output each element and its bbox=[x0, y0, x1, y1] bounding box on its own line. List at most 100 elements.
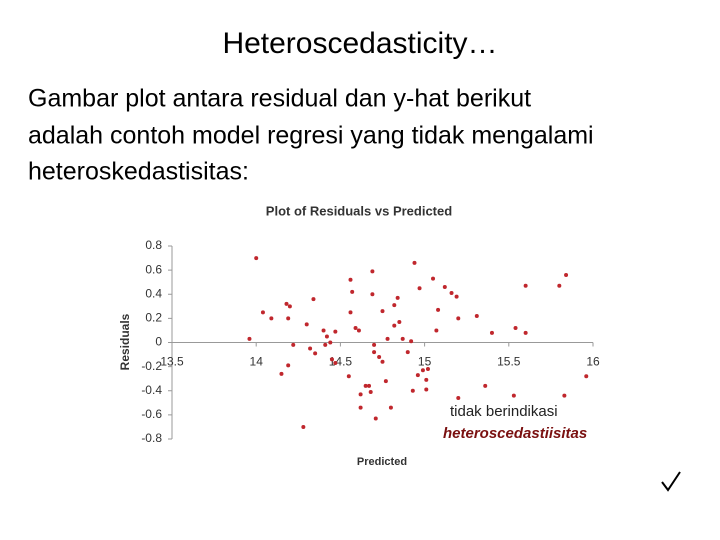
point bbox=[388, 405, 393, 410]
checkmark bbox=[661, 471, 681, 492]
point bbox=[269, 316, 274, 321]
point bbox=[511, 393, 516, 398]
point bbox=[286, 316, 291, 321]
plot: 0.8 0.6 0.4 0.2 0 -0.2 -0.4 -0.6 -0.8 13.5 14 14.5 1… bbox=[141, 238, 600, 445]
point bbox=[474, 313, 479, 318]
point bbox=[523, 330, 528, 335]
point bbox=[346, 374, 351, 379]
point bbox=[584, 374, 589, 379]
point bbox=[489, 330, 494, 335]
point bbox=[456, 316, 461, 321]
point bbox=[356, 328, 361, 333]
point bbox=[313, 351, 318, 356]
point bbox=[434, 328, 439, 333]
point bbox=[380, 309, 385, 314]
point bbox=[436, 307, 441, 312]
point bbox=[410, 388, 415, 393]
point bbox=[412, 260, 417, 265]
point bbox=[333, 361, 338, 366]
point bbox=[286, 363, 291, 368]
y-tick-label: 0.8 bbox=[145, 238, 162, 252]
x-tick-label: 15 bbox=[418, 355, 432, 369]
point bbox=[358, 392, 363, 397]
point bbox=[363, 383, 368, 388]
chart-title: Plot of Residuals vs Predicted bbox=[266, 203, 452, 218]
point bbox=[456, 395, 461, 400]
annotation: tidak berindikasi bbox=[450, 403, 558, 420]
point bbox=[254, 256, 259, 261]
x-tick-label: 16 bbox=[586, 355, 600, 369]
point bbox=[323, 342, 328, 347]
point bbox=[383, 379, 388, 384]
point bbox=[353, 326, 358, 331]
point bbox=[557, 283, 562, 288]
body-line: Gambar plot antara residual dan y-hat be… bbox=[28, 85, 531, 113]
point bbox=[395, 295, 400, 300]
point bbox=[449, 291, 454, 296]
point bbox=[424, 387, 429, 392]
y-tick-label: -0.6 bbox=[141, 407, 162, 421]
point bbox=[523, 283, 528, 288]
y-axis-label: Residuals bbox=[118, 313, 132, 370]
point bbox=[425, 367, 430, 372]
y-tick-label: -0.8 bbox=[141, 431, 162, 445]
point bbox=[247, 336, 252, 341]
point bbox=[333, 329, 338, 334]
point bbox=[373, 416, 378, 421]
y-tick-label: -0.2 bbox=[141, 359, 162, 373]
point bbox=[311, 297, 316, 302]
point bbox=[483, 383, 488, 388]
y-tick-label: 0 bbox=[155, 335, 162, 349]
point bbox=[513, 326, 518, 331]
point bbox=[304, 322, 309, 327]
point bbox=[321, 328, 326, 333]
point bbox=[377, 354, 382, 359]
point bbox=[442, 285, 447, 290]
point bbox=[372, 350, 377, 355]
point bbox=[372, 342, 377, 347]
point bbox=[420, 368, 425, 373]
point bbox=[397, 319, 402, 324]
body-line: heteroskedastisitas: bbox=[28, 158, 249, 186]
x-tick-label: 14 bbox=[250, 355, 264, 369]
y-tick-label: 0.2 bbox=[145, 311, 162, 325]
point bbox=[329, 357, 334, 362]
x-tick-label: 14.5 bbox=[329, 355, 353, 369]
y-tick-label: 0.6 bbox=[145, 262, 162, 276]
y-tick-label: 0.4 bbox=[145, 286, 162, 300]
point bbox=[287, 304, 292, 309]
point bbox=[358, 405, 363, 410]
point bbox=[279, 371, 284, 376]
point bbox=[348, 310, 353, 315]
point bbox=[392, 303, 397, 308]
point bbox=[328, 340, 333, 345]
point bbox=[284, 301, 289, 306]
point bbox=[415, 373, 420, 378]
x-tick-label: 13.5 bbox=[160, 355, 184, 369]
y-tick-label: -0.4 bbox=[141, 383, 162, 397]
slide-title: Heteroscedasticity… bbox=[222, 27, 497, 60]
point bbox=[417, 286, 422, 291]
point bbox=[348, 277, 353, 282]
point bbox=[308, 346, 313, 351]
point bbox=[301, 424, 306, 429]
point bbox=[370, 269, 375, 274]
x-tick-label: 15.5 bbox=[497, 355, 521, 369]
point bbox=[367, 383, 372, 388]
point bbox=[424, 377, 429, 382]
point bbox=[324, 334, 329, 339]
point bbox=[562, 393, 567, 398]
point bbox=[392, 323, 397, 328]
point bbox=[405, 350, 410, 355]
point bbox=[454, 294, 459, 299]
point bbox=[380, 359, 385, 364]
point bbox=[385, 336, 390, 341]
point bbox=[564, 272, 569, 277]
point bbox=[400, 336, 405, 341]
point bbox=[350, 289, 355, 294]
point bbox=[291, 342, 296, 347]
annotation: heteroscedastiisitas bbox=[443, 425, 587, 442]
point bbox=[370, 292, 375, 297]
point bbox=[260, 310, 265, 315]
